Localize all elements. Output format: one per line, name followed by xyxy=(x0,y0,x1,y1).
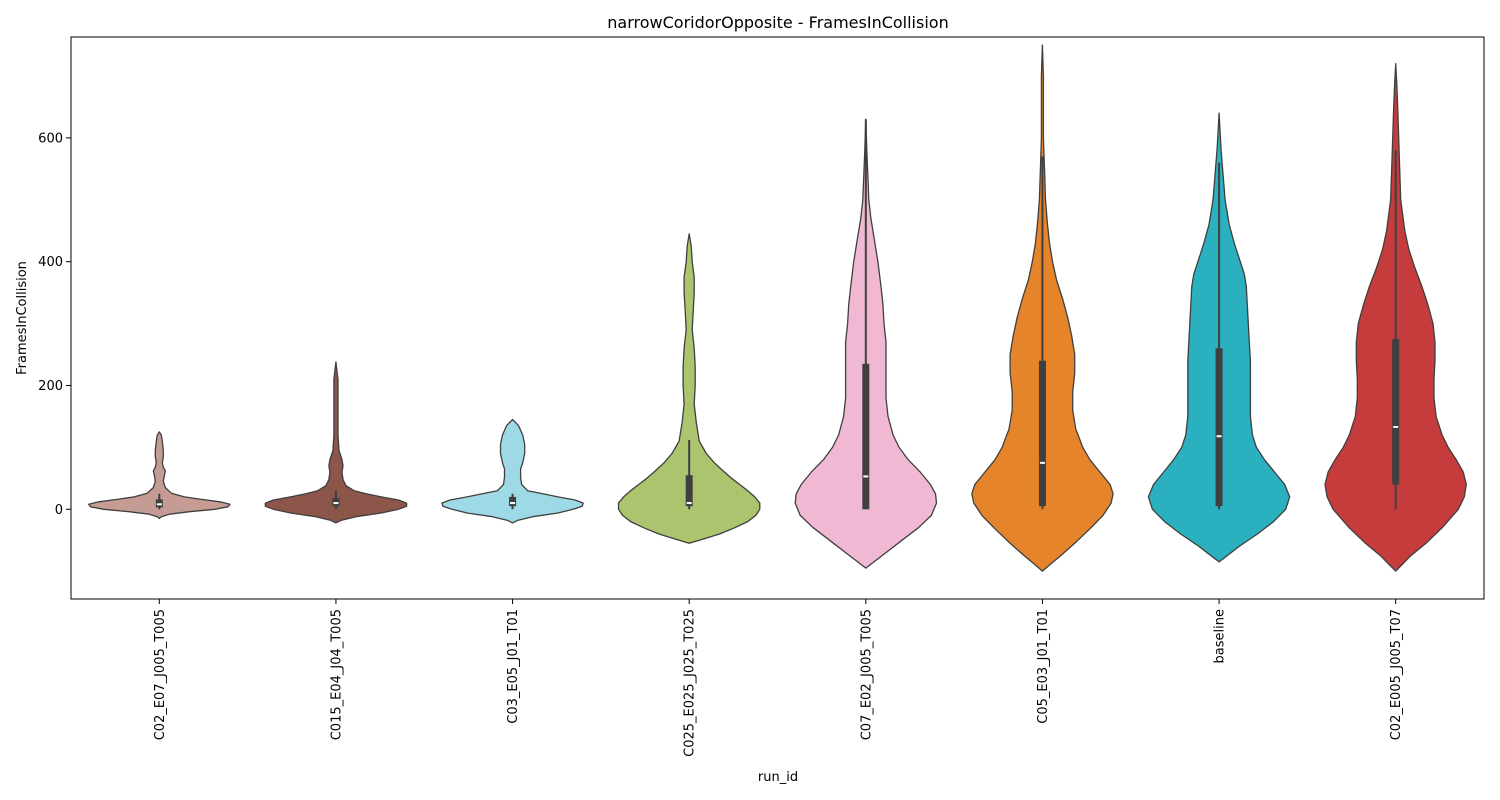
y-tick-label: 600 xyxy=(38,131,63,146)
violin-body xyxy=(617,233,761,544)
x-tick-label: C03_E05_J01_T01 xyxy=(506,609,521,724)
violins-layer xyxy=(88,44,1467,572)
violin-iqr-box xyxy=(862,363,870,510)
plot-frame xyxy=(70,36,1485,600)
violin-iqr-box xyxy=(685,475,693,507)
x-tick-label: C02_E07_J005_T005 xyxy=(153,609,168,740)
violin-median-mark xyxy=(333,502,339,505)
violin-body xyxy=(264,361,408,524)
violin-iqr-box xyxy=(1392,339,1400,485)
x-axis: C02_E07_J005_T005 C015_E04_J04_T005 C03_E0… xyxy=(153,599,1404,757)
x-tick-label: C025_E025_J025_T025 xyxy=(683,609,698,757)
chart-title: narrowCoridorOpposite - FramesInCollisio… xyxy=(607,13,948,32)
y-tick-label: 0 xyxy=(55,503,63,518)
violin-body xyxy=(88,431,231,520)
x-axis-label: run_id xyxy=(758,770,798,785)
violin-body xyxy=(441,418,584,524)
violin-iqr-box xyxy=(509,496,517,507)
x-tick-label: C07_E02_J005_T005 xyxy=(859,609,874,740)
violin-median-mark xyxy=(1393,425,1399,428)
violin-iqr-box xyxy=(1038,360,1046,507)
y-axis-label: FramesInCollision xyxy=(15,261,30,375)
violin-median-mark xyxy=(510,502,516,505)
y-axis: 0 200 400 600 xyxy=(38,131,71,518)
violin-iqr-box xyxy=(1215,348,1223,507)
violin-median-mark xyxy=(863,475,869,478)
violin-median-mark xyxy=(686,502,692,505)
x-tick-label: C015_E04_J04_T005 xyxy=(329,609,344,740)
y-tick-label: 400 xyxy=(38,255,63,270)
violin-median-mark xyxy=(1216,435,1222,438)
violin-median-mark xyxy=(1039,461,1045,464)
x-tick-label: baseline xyxy=(1213,609,1228,663)
violin-median-mark xyxy=(156,503,162,506)
y-tick-label: 200 xyxy=(38,379,63,394)
x-tick-label: C05_E03_J01_T01 xyxy=(1036,609,1051,724)
x-tick-label: C02_E005_J005_T07 xyxy=(1389,609,1404,740)
